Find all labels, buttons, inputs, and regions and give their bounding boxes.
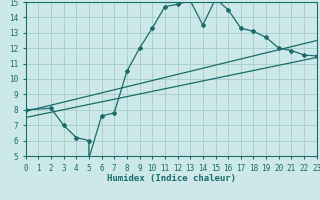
X-axis label: Humidex (Indice chaleur): Humidex (Indice chaleur)	[107, 174, 236, 183]
